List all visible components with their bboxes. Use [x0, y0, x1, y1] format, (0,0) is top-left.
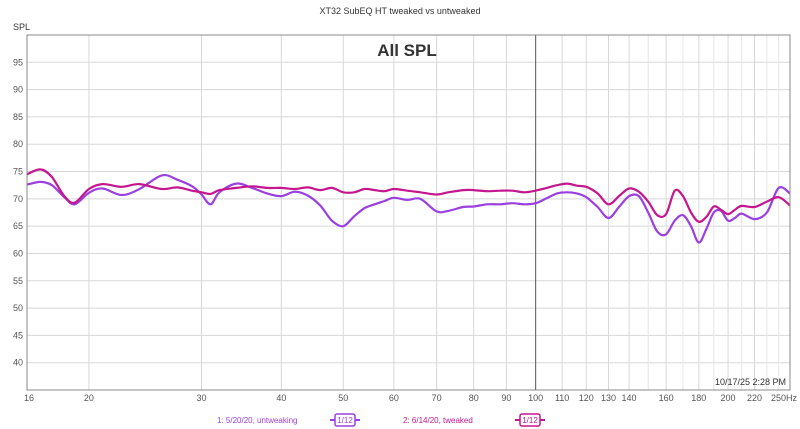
timestamp: 10/17/25 2:28 PM — [715, 377, 786, 387]
x-tick-label: 160 — [659, 393, 674, 403]
series-line-2 — [26, 168, 791, 223]
x-tick-label: 20 — [84, 393, 94, 403]
y-tick-label: 50 — [13, 303, 23, 313]
x-tick-label: 40 — [276, 393, 286, 403]
x-tick-label: 220 — [747, 393, 762, 403]
y-tick-label: 80 — [13, 139, 23, 149]
legend: 1: 5/20/20, untweaking 1/12 2: 6/14/20, tw… — [217, 413, 545, 427]
overlay-title: All SPL — [377, 41, 437, 60]
x-tick-label: 90 — [501, 393, 511, 403]
legend-badge-2[interactable] — [519, 413, 541, 427]
x-tick-label: 70 — [432, 393, 442, 403]
x-tick-label: 110 — [555, 393, 569, 403]
legend-badge-label-1: 1/12 — [337, 416, 353, 425]
y-tick-label: 90 — [13, 85, 23, 95]
y-tick-label: 40 — [13, 358, 23, 368]
x-tick-label: 130 — [601, 393, 616, 403]
y-axis-label: SPL — [13, 22, 30, 32]
y-tick-label: 70 — [13, 194, 23, 204]
x-tick-label: 250Hz — [771, 393, 798, 403]
y-tick-label: 55 — [13, 276, 23, 286]
x-tick-label: 50 — [338, 393, 348, 403]
legend-badge-1[interactable] — [334, 413, 356, 427]
series-lines — [26, 168, 791, 244]
y-tick-label: 95 — [13, 57, 23, 67]
legend-label-1: 1: 5/20/20, untweaking — [217, 416, 298, 425]
legend-badge-label-2: 1/12 — [522, 416, 538, 425]
y-tick-label: 75 — [13, 167, 23, 177]
y-tick-label: 60 — [13, 248, 23, 258]
x-tick-label: 30 — [196, 393, 206, 403]
x-tick-label: 16 — [24, 393, 34, 403]
x-tick-label: 100 — [528, 393, 543, 403]
x-tick-label: 200 — [721, 393, 736, 403]
plot-border — [26, 34, 791, 391]
x-tick-label: 180 — [691, 393, 706, 403]
x-tick-label: 80 — [469, 393, 479, 403]
y-tick-label: 65 — [13, 221, 23, 231]
series-line-1 — [26, 173, 791, 244]
x-tick-label: 60 — [389, 393, 399, 403]
y-tick-label: 45 — [13, 330, 23, 340]
y-tick-label: 85 — [13, 112, 23, 122]
chart-title: XT32 SubEQ HT tweaked vs untweaked — [320, 6, 481, 16]
plot-area — [27, 35, 790, 390]
legend-label-2: 2: 6/14/20, tweaked — [403, 416, 473, 425]
x-tick-label: 120 — [579, 393, 594, 403]
x-ticks: 16 20 30 40 50 60 70 80 90 100 110 120 130 140 160 180 2… — [24, 393, 798, 403]
x-tick-label: 140 — [622, 393, 637, 403]
y-ticks: 40 45 50 55 60 65 70 75 80 85 90 95 — [13, 57, 23, 367]
